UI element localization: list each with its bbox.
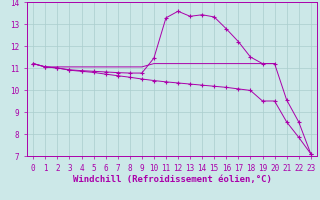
X-axis label: Windchill (Refroidissement éolien,°C): Windchill (Refroidissement éolien,°C) <box>73 175 271 184</box>
